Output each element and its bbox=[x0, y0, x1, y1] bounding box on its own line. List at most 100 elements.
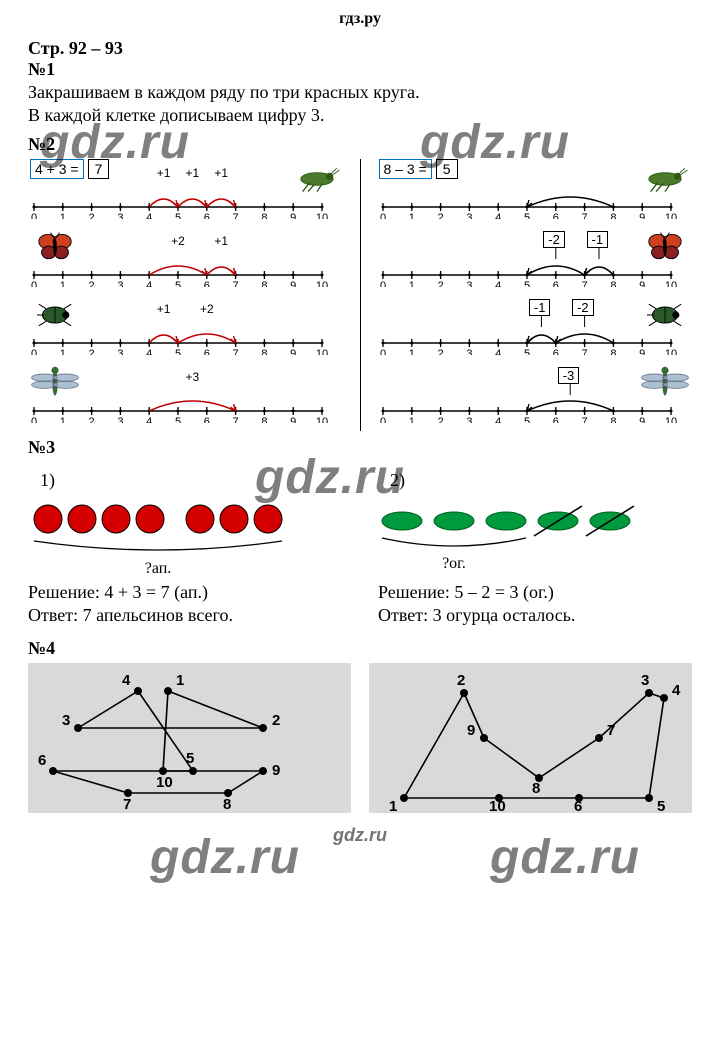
svg-text:10: 10 bbox=[316, 348, 328, 355]
svg-text:2: 2 bbox=[437, 348, 443, 355]
section-1-line2: В каждой клетке дописываем цифру 3. bbox=[28, 105, 692, 126]
svg-text:10: 10 bbox=[156, 774, 173, 791]
svg-text:8: 8 bbox=[261, 280, 267, 287]
svg-text:+1: +1 bbox=[157, 166, 171, 180]
svg-text:7: 7 bbox=[581, 212, 587, 219]
page-root: гдз.ру Стр. 92 – 93 №1 Закрашиваем в каж… bbox=[0, 0, 720, 856]
equation-answer: 5 bbox=[436, 159, 458, 179]
svg-text:8: 8 bbox=[610, 280, 616, 287]
section-4: 12345678910 12345678910 bbox=[28, 663, 692, 813]
svg-text:5: 5 bbox=[175, 348, 181, 355]
svg-text:7: 7 bbox=[581, 280, 587, 287]
svg-text:10: 10 bbox=[316, 280, 328, 287]
jump-label-box: -1 bbox=[587, 231, 609, 248]
svg-text:2: 2 bbox=[272, 712, 280, 729]
svg-text:+1: +1 bbox=[186, 166, 200, 180]
svg-text:6: 6 bbox=[38, 752, 46, 769]
svg-text:4: 4 bbox=[495, 212, 501, 219]
svg-text:5: 5 bbox=[523, 416, 529, 423]
number-line: 012345678910-2-1 bbox=[377, 227, 693, 287]
page-title: Стр. 92 – 93 bbox=[28, 38, 692, 59]
svg-text:6: 6 bbox=[574, 798, 582, 813]
dragonfly-icon bbox=[30, 363, 80, 403]
number-line: 012345678910+1+1+14 + 3 =7 bbox=[28, 159, 344, 219]
svg-text:9: 9 bbox=[290, 348, 296, 355]
number-line: 0123456789108 – 3 =5 bbox=[377, 159, 693, 219]
site-header: гдз.ру bbox=[28, 10, 692, 28]
svg-text:2: 2 bbox=[437, 212, 443, 219]
svg-text:1: 1 bbox=[389, 798, 397, 813]
svg-text:9: 9 bbox=[639, 416, 645, 423]
svg-text:10: 10 bbox=[664, 280, 676, 287]
section-3: 1) ?ап. Решение: 4 + 3 = 7 (ап.) Ответ: … bbox=[28, 464, 692, 628]
svg-text:1: 1 bbox=[408, 416, 414, 423]
graph-right: 12345678910 bbox=[369, 663, 689, 813]
svg-text:8: 8 bbox=[610, 416, 616, 423]
svg-text:9: 9 bbox=[290, 280, 296, 287]
equation-box: 4 + 3 =7 bbox=[30, 159, 109, 179]
svg-text:1: 1 bbox=[176, 672, 184, 689]
svg-text:6: 6 bbox=[552, 416, 558, 423]
svg-text:+1: +1 bbox=[157, 302, 171, 316]
svg-text:+3: +3 bbox=[186, 370, 200, 384]
svg-text:10: 10 bbox=[664, 416, 676, 423]
dragonfly-icon bbox=[640, 363, 690, 403]
svg-text:10: 10 bbox=[316, 416, 328, 423]
svg-text:10: 10 bbox=[664, 212, 676, 219]
p2-solution: Решение: 5 – 2 = 3 (ог.) bbox=[378, 582, 698, 603]
svg-text:0: 0 bbox=[31, 348, 37, 355]
equation-text: 8 – 3 = bbox=[379, 159, 432, 179]
svg-text:9: 9 bbox=[290, 416, 296, 423]
section-4-label: №4 bbox=[28, 638, 692, 659]
svg-text:1: 1 bbox=[60, 212, 66, 219]
svg-text:9: 9 bbox=[467, 722, 475, 739]
svg-text:7: 7 bbox=[581, 348, 587, 355]
svg-text:0: 0 bbox=[379, 348, 385, 355]
jump-label-box: -2 bbox=[543, 231, 565, 248]
svg-text:9: 9 bbox=[290, 212, 296, 219]
svg-text:9: 9 bbox=[639, 280, 645, 287]
section-3-problem-2: 2) ?ог. Решение: 5 – 2 = 3 (ог.) Ответ: … bbox=[378, 464, 698, 628]
section-3-problem-1: 1) ?ап. Решение: 4 + 3 = 7 (ап.) Ответ: … bbox=[28, 464, 348, 628]
p1-diagram: ?ап. bbox=[28, 495, 348, 575]
equation-box: 8 – 3 =5 bbox=[379, 159, 458, 179]
p2-num: 2) bbox=[390, 470, 698, 491]
svg-text:?ап.: ?ап. bbox=[145, 560, 172, 575]
svg-text:5: 5 bbox=[186, 750, 194, 767]
svg-text:0: 0 bbox=[31, 416, 37, 423]
section-2-right-column: 0123456789108 – 3 =5012345678910-2-10123… bbox=[377, 159, 693, 431]
svg-text:4: 4 bbox=[122, 672, 131, 689]
svg-text:3: 3 bbox=[466, 212, 472, 219]
number-line: 012345678910+3 bbox=[28, 363, 344, 423]
jump-label-box: -1 bbox=[529, 299, 551, 316]
svg-text:1: 1 bbox=[60, 280, 66, 287]
svg-text:6: 6 bbox=[552, 212, 558, 219]
svg-text:7: 7 bbox=[607, 722, 615, 739]
svg-text:5: 5 bbox=[523, 348, 529, 355]
svg-text:1: 1 bbox=[60, 348, 66, 355]
svg-text:4: 4 bbox=[495, 416, 501, 423]
svg-text:0: 0 bbox=[379, 280, 385, 287]
svg-text:7: 7 bbox=[233, 348, 239, 355]
jump-label-box: -2 bbox=[572, 299, 594, 316]
svg-text:6: 6 bbox=[204, 348, 210, 355]
svg-text:8: 8 bbox=[261, 416, 267, 423]
number-line: 012345678910-1-2 bbox=[377, 295, 693, 355]
footer-watermark: gdz.ru bbox=[28, 825, 692, 846]
svg-text:8: 8 bbox=[223, 796, 231, 813]
svg-text:4: 4 bbox=[146, 280, 152, 287]
p1-answer: Ответ: 7 апельсинов всего. bbox=[28, 605, 348, 626]
svg-text:7: 7 bbox=[123, 796, 131, 813]
svg-text:3: 3 bbox=[117, 348, 123, 355]
svg-text:4: 4 bbox=[495, 348, 501, 355]
svg-text:2: 2 bbox=[437, 280, 443, 287]
p2-answer: Ответ: 3 огурца осталось. bbox=[378, 605, 698, 626]
svg-text:9: 9 bbox=[272, 762, 280, 779]
svg-text:8: 8 bbox=[261, 348, 267, 355]
grasshopper-icon bbox=[292, 159, 342, 199]
svg-text:3: 3 bbox=[466, 348, 472, 355]
section-2-label: №2 bbox=[28, 134, 692, 155]
svg-text:8: 8 bbox=[610, 212, 616, 219]
svg-text:9: 9 bbox=[639, 348, 645, 355]
svg-text:+1: +1 bbox=[214, 166, 228, 180]
